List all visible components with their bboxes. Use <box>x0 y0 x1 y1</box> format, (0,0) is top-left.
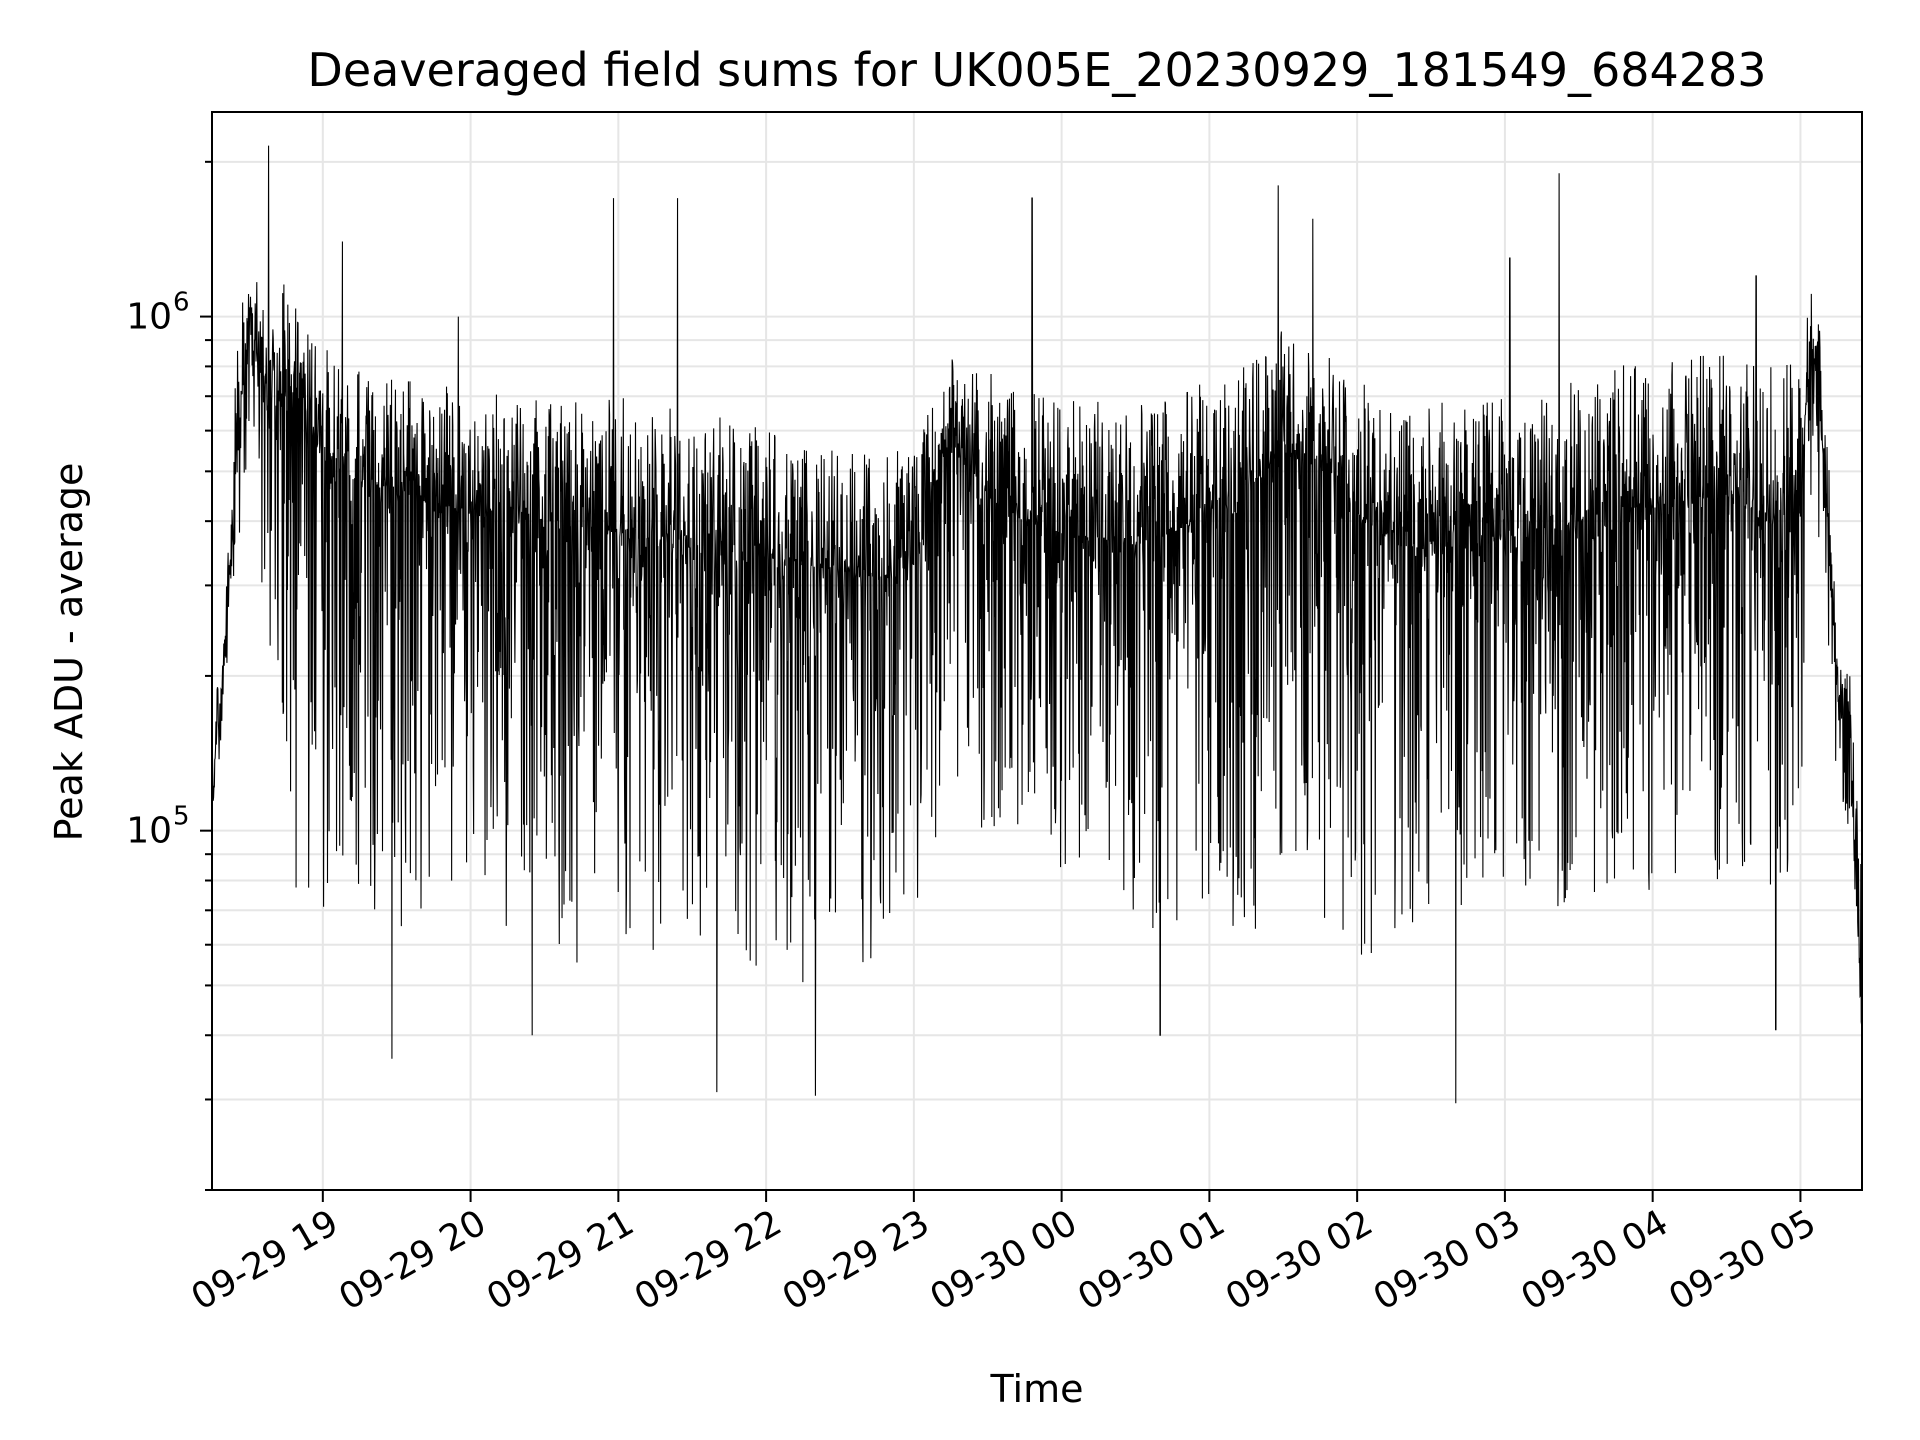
series-group <box>212 145 1862 1104</box>
y-tick-label: 10 <box>126 811 172 852</box>
plot-frame <box>211 111 1863 1191</box>
y-tick-label: 10 <box>126 297 172 338</box>
series-line <box>212 145 1862 1104</box>
x-axis-label: Time <box>990 1367 1084 1411</box>
chart-title: Deaveraged field sums for UK005E_2023092… <box>307 43 1766 97</box>
y-tick-label-exponent: 6 <box>173 288 190 318</box>
y-tick-label-exponent: 5 <box>173 802 190 832</box>
y-axis-label: Peak ADU - average <box>47 463 91 842</box>
